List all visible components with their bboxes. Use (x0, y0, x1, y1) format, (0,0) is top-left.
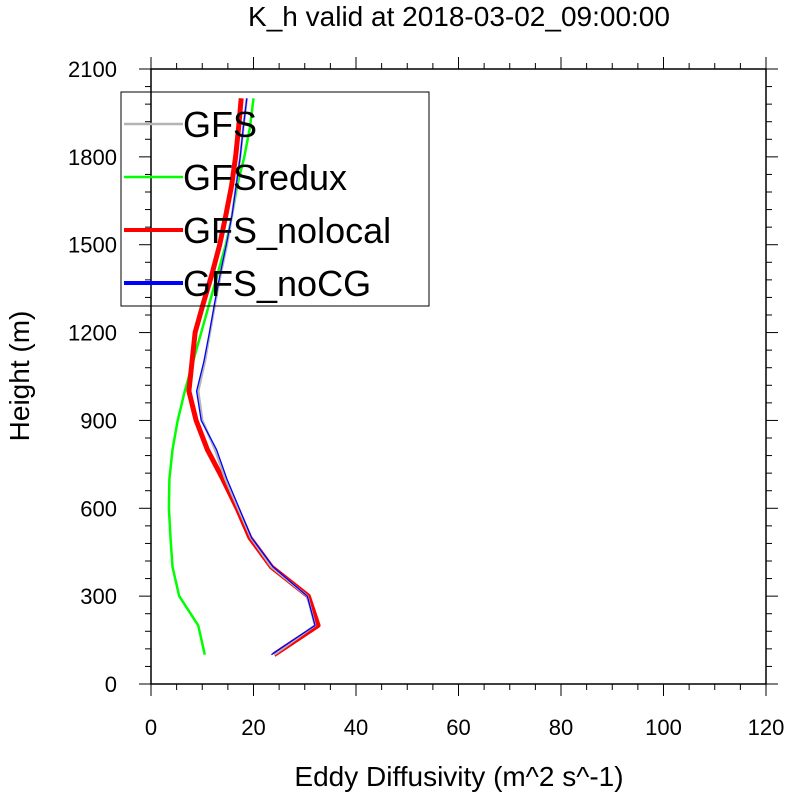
x-tick-label: 0 (145, 715, 157, 740)
x-axis-label: Eddy Diffusivity (m^2 s^-1) (294, 761, 623, 792)
y-tick-label: 0 (105, 672, 117, 697)
y-tick-label: 2100 (68, 57, 117, 82)
tick-labels: 0 20 40 60 80 100 1200300600900120015001800210… (68, 57, 784, 740)
legend-label-gfsredux: GFSredux (183, 157, 347, 198)
legend-label-gfs: GFS (183, 104, 257, 145)
x-tick-label: 40 (344, 715, 368, 740)
y-tick-label: 600 (80, 496, 117, 521)
x-tick-label: 120 (748, 715, 785, 740)
legend-label-gfs-nolocal: GFS_nolocal (183, 210, 391, 251)
plot-frame (150, 68, 767, 685)
chart-title: K_h valid at 2018-03-02_09:00:00 (248, 1, 670, 32)
legend-box (120, 91, 430, 307)
series-line-gfs-nocg (195, 98, 316, 656)
legend-label-gfs-nocg: GFS_noCG (183, 263, 371, 304)
series-lines (167, 98, 321, 657)
legend-items: GFS GFSredux GFS_nolocal GFS_noCG (124, 104, 391, 304)
x-tick-label: 20 (241, 715, 265, 740)
y-tick-label: 1200 (68, 321, 117, 346)
y-tick-label: 1500 (68, 233, 117, 258)
y-axis-label: Height (m) (4, 311, 35, 442)
x-tick-label: 80 (549, 715, 573, 740)
y-tick-label: 900 (80, 408, 117, 433)
legend: GFS GFSredux GFS_nolocal GFS_noCG (120, 91, 430, 307)
axis-ticks (139, 57, 778, 696)
x-tick-label: 100 (645, 715, 682, 740)
x-tick-label: 60 (446, 715, 470, 740)
y-tick-label: 1800 (68, 145, 117, 170)
y-tick-label: 300 (80, 584, 117, 609)
